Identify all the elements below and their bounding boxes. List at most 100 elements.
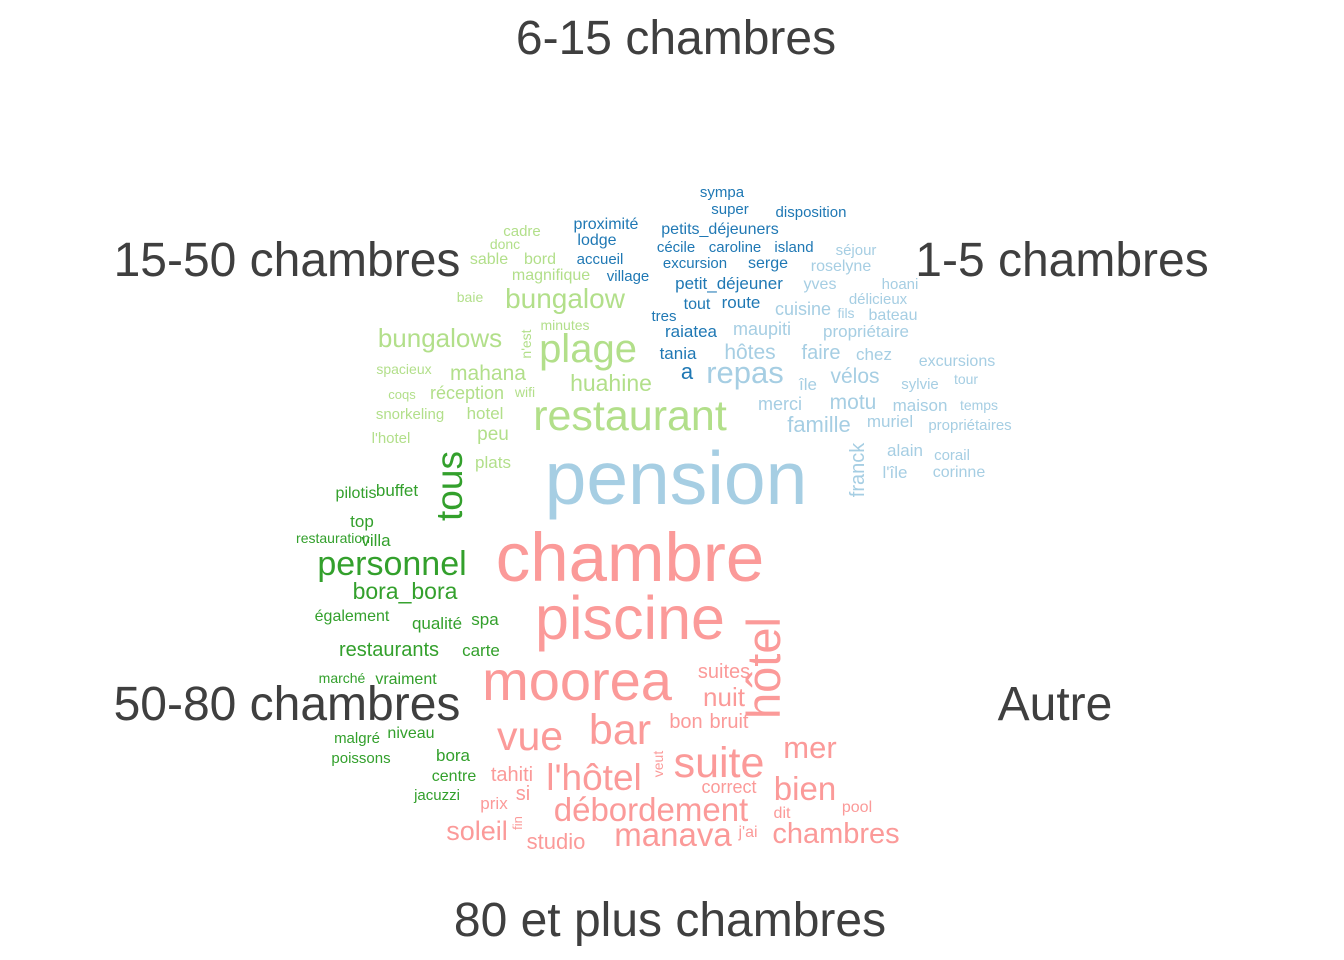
word-tous: tous	[429, 451, 470, 521]
word-personnel: personnel	[317, 545, 466, 583]
word-snorkeling: snorkeling	[376, 406, 444, 423]
group-label-6-15-chambres: 6-15 chambres	[516, 12, 836, 65]
word-serge: serge	[748, 255, 788, 272]
word-fin: fin	[510, 816, 525, 830]
word-cadre: cadre	[503, 223, 541, 240]
word-proprietaire: propriétaire	[823, 322, 909, 341]
word-minutes: minutes	[540, 317, 589, 333]
word-studio: studio	[527, 829, 586, 854]
word-route: route	[722, 293, 761, 312]
word-raiatea: raiatea	[665, 322, 718, 341]
word-baie: baie	[457, 289, 484, 305]
word-proprietaires: propriétaires	[928, 417, 1011, 434]
word-restaurant: restaurant	[533, 392, 727, 440]
word-bien: bien	[774, 770, 836, 807]
word-suite: suite	[674, 739, 765, 787]
word-bora-bora: bora_bora	[353, 578, 458, 604]
word-tout: tout	[684, 296, 711, 313]
word-soleil: soleil	[446, 816, 508, 846]
word-maupiti: maupiti	[733, 319, 791, 339]
word-hotel: hotel	[467, 404, 504, 423]
word-hotes: hôtes	[724, 341, 775, 364]
word-chambre: chambre	[496, 519, 764, 596]
word-tania: tania	[660, 344, 697, 363]
word-poissons: poissons	[331, 750, 390, 767]
word-debordement: débordement	[554, 791, 748, 828]
word-bord: bord	[524, 251, 556, 268]
word-suites: suites	[698, 661, 750, 683]
group-label-80-et-plus-chambres: 80 et plus chambres	[454, 894, 886, 947]
word-mahana: mahana	[450, 362, 526, 385]
word-hotel: hôtel	[737, 617, 790, 719]
word-niveau: niveau	[387, 725, 434, 742]
word-pilotis: pilotis	[336, 485, 377, 502]
word-velos: vélos	[830, 365, 879, 388]
group-label-1-5-chambres: 1-5 chambres	[915, 234, 1208, 287]
word-spa: spa	[471, 610, 499, 629]
word-l-hotel: l'hotel	[372, 430, 411, 447]
word-sympa: sympa	[700, 184, 745, 201]
word-roselyne: roselyne	[811, 258, 872, 275]
word-chez: chez	[856, 345, 892, 364]
word-lodge: lodge	[577, 232, 616, 249]
word-manava: manava	[614, 816, 732, 853]
word-coqs: coqs	[388, 387, 416, 402]
word-vraiment: vraiment	[375, 671, 437, 688]
group-label-autre: Autre	[998, 678, 1113, 731]
word-restaurants: restaurants	[339, 639, 439, 661]
word-hoani: hoani	[882, 276, 919, 293]
word-pension: pension	[545, 436, 808, 520]
word-super: super	[711, 201, 749, 218]
word-ile: île	[798, 375, 817, 394]
word-spacieux: spacieux	[376, 361, 431, 377]
word-petits-dejeuners: petits_déjeuners	[661, 221, 778, 238]
word-nuit: nuit	[703, 682, 746, 712]
word-faire: faire	[802, 342, 841, 364]
word-magnifique: magnifique	[512, 267, 590, 284]
word-vue: vue	[497, 713, 563, 759]
word-bateau: bateau	[869, 307, 918, 324]
word-restauration: restauration	[296, 530, 370, 546]
word-tahiti: tahiti	[491, 764, 533, 786]
word-peu: peu	[477, 424, 509, 445]
word-bungalows: bungalows	[378, 323, 502, 353]
word-a: a	[681, 359, 694, 384]
word-prix: prix	[480, 794, 508, 813]
word-n-est: n'est	[518, 329, 534, 358]
word-tres: tres	[651, 308, 676, 325]
word-sable: sable	[470, 251, 508, 268]
word-bruit: bruit	[710, 711, 749, 733]
word-tour: tour	[954, 371, 978, 387]
word-buffet: buffet	[376, 481, 419, 500]
word-sejour: séjour	[836, 242, 877, 259]
word-l-hotel: l'hôtel	[546, 757, 642, 798]
word-j-ai: j'ai	[737, 824, 757, 841]
group-label-15-50-chambres: 15-50 chambres	[114, 234, 461, 287]
word-veut: veut	[650, 751, 666, 778]
word-bora: bora	[436, 746, 471, 765]
word-excursions: excursions	[919, 353, 995, 370]
word-corinne: corinne	[933, 464, 986, 481]
word-village: village	[607, 268, 650, 285]
word-reception: réception	[430, 383, 504, 403]
word-jacuzzi: jacuzzi	[413, 787, 460, 804]
word-disposition: disposition	[776, 204, 847, 221]
word-yves: yves	[804, 276, 837, 293]
word-bar: bar	[589, 706, 651, 754]
word-accueil: accueil	[577, 251, 624, 268]
word-famille: famille	[787, 412, 851, 437]
word-piscine: piscine	[535, 584, 725, 652]
word-cuisine: cuisine	[775, 299, 831, 319]
word-excursion: excursion	[663, 255, 727, 272]
word-temps: temps	[960, 397, 998, 413]
word-centre: centre	[432, 768, 477, 785]
word-wifi: wifi	[514, 384, 535, 400]
word-chambres: chambres	[772, 818, 899, 850]
word-muriel: muriel	[867, 412, 913, 431]
word-carte: carte	[462, 641, 500, 660]
word-marche: marché	[319, 670, 366, 686]
word-caroline: caroline	[709, 239, 762, 256]
word-top: top	[350, 512, 374, 531]
word-malgre: malgré	[334, 730, 380, 747]
word-qualite: qualité	[412, 614, 462, 633]
